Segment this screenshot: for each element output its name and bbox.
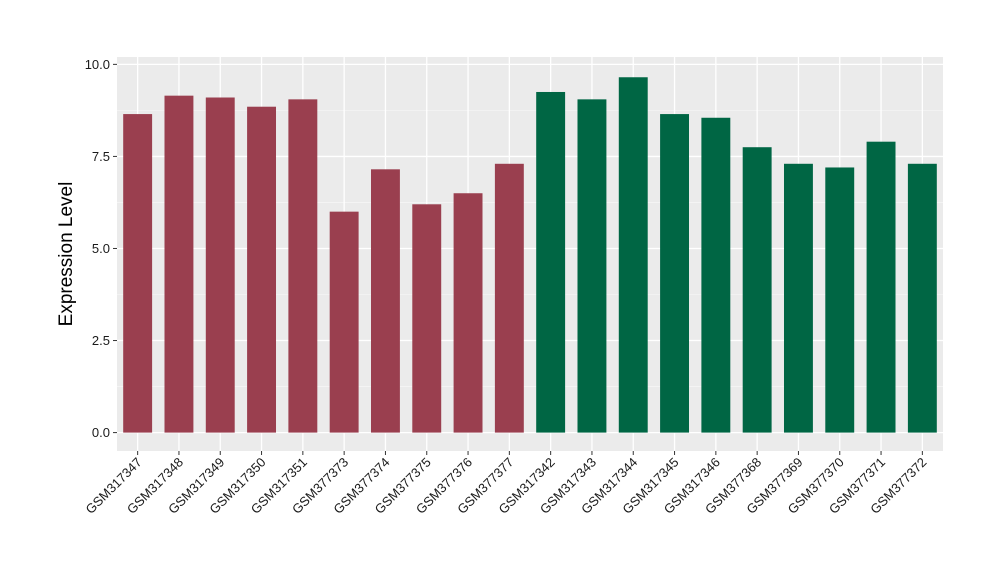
bar-gsm377372 [907,163,937,433]
x-axis: GSM317347GSM317348GSM317349GSM317350GSM3… [83,451,929,517]
y-tick-label: 5.0 [92,241,110,256]
bar-gsm317343 [577,99,607,433]
bar-gsm377376 [453,193,483,433]
bar-gsm317344 [618,77,648,433]
y-axis: 0.0 2.5 5.0 7.5 10.0 [85,57,117,440]
bar-gsm377368 [742,147,772,433]
bar-gsm317345 [660,114,690,433]
bar-gsm377373 [329,211,359,433]
bar-gsm317347 [123,114,153,433]
y-axis-title: Expression Level [56,182,77,327]
bar-gsm317348 [164,95,194,433]
bar-gsm317350 [247,106,277,433]
bar-gsm377371 [866,141,896,433]
bars [123,77,937,433]
bar-gsm377369 [783,163,813,433]
y-tick-label: 0.0 [92,425,110,440]
panel-background [117,57,943,451]
bar-gsm377377 [494,163,524,433]
bar-gsm317342 [536,91,566,433]
bar-gsm377374 [370,169,400,433]
bar-gsm317346 [701,117,731,433]
bar-gsm377370 [825,167,855,433]
bar-gsm317349 [205,97,235,433]
y-tick-label: 10.0 [85,57,110,72]
y-tick-label: 7.5 [92,149,110,164]
y-tick-label: 2.5 [92,333,110,348]
bar-gsm377375 [412,204,442,433]
bar-gsm317351 [288,99,318,433]
